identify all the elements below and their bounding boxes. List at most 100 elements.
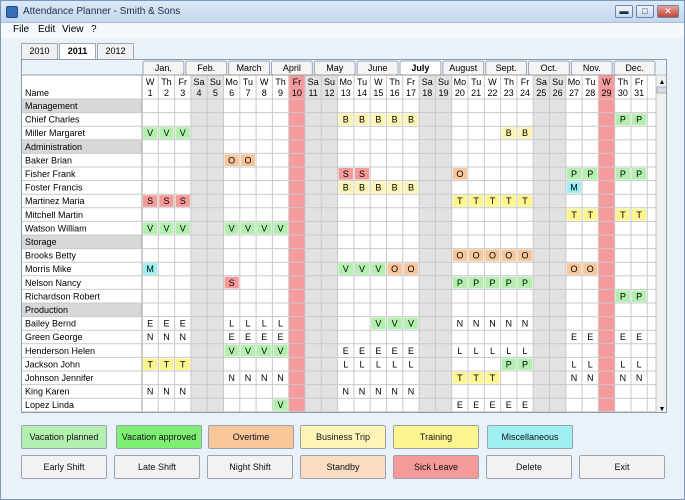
month-tab-june[interactable]: June: [356, 60, 399, 76]
schedule-code[interactable]: E: [392, 346, 398, 356]
schedule-code[interactable]: E: [636, 332, 642, 342]
schedule-cell[interactable]: [143, 195, 158, 207]
menu-help[interactable]: ?: [91, 24, 97, 35]
schedule-code[interactable]: T: [490, 373, 496, 383]
schedule-cell[interactable]: [615, 290, 630, 302]
schedule-code[interactable]: N: [163, 387, 170, 397]
schedule-cell[interactable]: [371, 181, 386, 194]
schedule-code[interactable]: N: [587, 373, 594, 383]
month-tab-may[interactable]: May: [313, 60, 356, 76]
scroll-down-icon[interactable]: ▼: [659, 406, 666, 413]
schedule-code[interactable]: N: [457, 319, 464, 329]
schedule-cell[interactable]: [615, 208, 630, 221]
schedule-cell[interactable]: [501, 276, 516, 289]
schedule-cell[interactable]: [517, 127, 533, 139]
schedule-code[interactable]: N: [228, 373, 235, 383]
early-shift-button[interactable]: Early Shift: [21, 455, 107, 479]
schedule-code[interactable]: P: [636, 291, 642, 301]
schedule-code[interactable]: V: [180, 223, 186, 233]
schedule-code[interactable]: S: [359, 169, 365, 179]
schedule-code[interactable]: N: [245, 373, 252, 383]
schedule-cell[interactable]: [566, 263, 582, 275]
schedule-cell[interactable]: [338, 168, 353, 180]
schedule-code[interactable]: P: [636, 115, 642, 125]
schedule-code[interactable]: L: [245, 319, 250, 329]
schedule-code[interactable]: B: [408, 115, 414, 125]
schedule-code[interactable]: E: [457, 400, 463, 410]
schedule-cell[interactable]: [143, 222, 158, 234]
schedule-cell[interactable]: [452, 195, 467, 207]
schedule-code[interactable]: L: [474, 346, 479, 356]
employee-name[interactable]: Watson William: [25, 223, 87, 233]
schedule-cell[interactable]: [240, 154, 256, 166]
schedule-code[interactable]: N: [408, 387, 415, 397]
schedule-code[interactable]: B: [375, 115, 381, 125]
delete-button[interactable]: Delete: [486, 455, 572, 479]
schedule-code[interactable]: N: [261, 373, 268, 383]
schedule-code[interactable]: S: [147, 196, 153, 206]
schedule-code[interactable]: N: [343, 387, 350, 397]
schedule-code[interactable]: B: [506, 128, 512, 138]
schedule-cell[interactable]: [143, 127, 158, 139]
schedule-cell[interactable]: [354, 263, 370, 275]
schedule-cell[interactable]: [338, 113, 353, 126]
schedule-cell[interactable]: [175, 358, 190, 370]
employee-name[interactable]: Lopez Linda: [25, 400, 74, 410]
schedule-cell[interactable]: [469, 372, 484, 384]
schedule-code[interactable]: E: [229, 332, 235, 342]
schedule-code[interactable]: V: [229, 223, 235, 233]
schedule-code[interactable]: O: [489, 251, 496, 261]
schedule-cell[interactable]: [615, 113, 630, 126]
schedule-code[interactable]: T: [164, 359, 170, 369]
schedule-code[interactable]: O: [456, 169, 463, 179]
schedule-code[interactable]: V: [147, 128, 153, 138]
month-tab-jan[interactable]: Jan.: [142, 60, 185, 76]
employee-name[interactable]: Miller Margaret: [25, 128, 86, 138]
schedule-code[interactable]: V: [278, 400, 284, 410]
vacation-planned-button[interactable]: Vacation planned: [21, 425, 107, 449]
maximize-icon[interactable]: □: [636, 5, 654, 18]
schedule-code[interactable]: N: [571, 373, 578, 383]
schedule-cell[interactable]: [387, 181, 402, 194]
schedule-code[interactable]: B: [359, 183, 365, 193]
month-tab-august[interactable]: August: [442, 60, 485, 76]
schedule-code[interactable]: O: [244, 155, 251, 165]
schedule-code[interactable]: E: [620, 332, 626, 342]
schedule-cell[interactable]: [224, 154, 239, 166]
employee-name[interactable]: King Karen: [25, 387, 70, 397]
schedule-code[interactable]: S: [163, 196, 169, 206]
schedule-code[interactable]: N: [506, 319, 513, 329]
schedule-cell[interactable]: [501, 249, 516, 262]
schedule-code[interactable]: B: [359, 115, 365, 125]
schedule-cell[interactable]: [257, 222, 272, 234]
schedule-code[interactable]: S: [343, 169, 349, 179]
schedule-cell[interactable]: [452, 168, 467, 180]
schedule-code[interactable]: S: [180, 196, 186, 206]
schedule-cell[interactable]: [143, 358, 158, 370]
schedule-code[interactable]: L: [278, 319, 283, 329]
schedule-cell[interactable]: [354, 181, 370, 194]
schedule-cell[interactable]: [632, 168, 647, 180]
schedule-cell[interactable]: [273, 344, 288, 357]
schedule-cell[interactable]: [485, 372, 500, 384]
schedule-cell[interactable]: [566, 208, 582, 221]
schedule-code[interactable]: T: [147, 359, 153, 369]
schedule-cell[interactable]: [159, 222, 174, 234]
schedule-cell[interactable]: [273, 222, 288, 234]
schedule-code[interactable]: V: [245, 223, 251, 233]
schedule-code[interactable]: E: [343, 346, 349, 356]
schedule-code[interactable]: T: [636, 210, 642, 220]
schedule-cell[interactable]: [517, 358, 533, 370]
year-tab-2012[interactable]: 2012: [97, 43, 134, 59]
employee-name[interactable]: Chief Charles: [25, 115, 80, 125]
schedule-code[interactable]: V: [245, 346, 251, 356]
minimize-icon[interactable]: ▬: [615, 5, 633, 18]
schedule-cell[interactable]: [387, 263, 402, 275]
schedule-code[interactable]: O: [391, 264, 398, 274]
schedule-code[interactable]: V: [229, 346, 235, 356]
employee-name[interactable]: Brooks Betty: [25, 251, 77, 261]
schedule-code[interactable]: N: [489, 319, 496, 329]
schedule-code[interactable]: E: [571, 332, 577, 342]
schedule-code[interactable]: V: [375, 264, 381, 274]
schedule-code[interactable]: V: [392, 319, 398, 329]
